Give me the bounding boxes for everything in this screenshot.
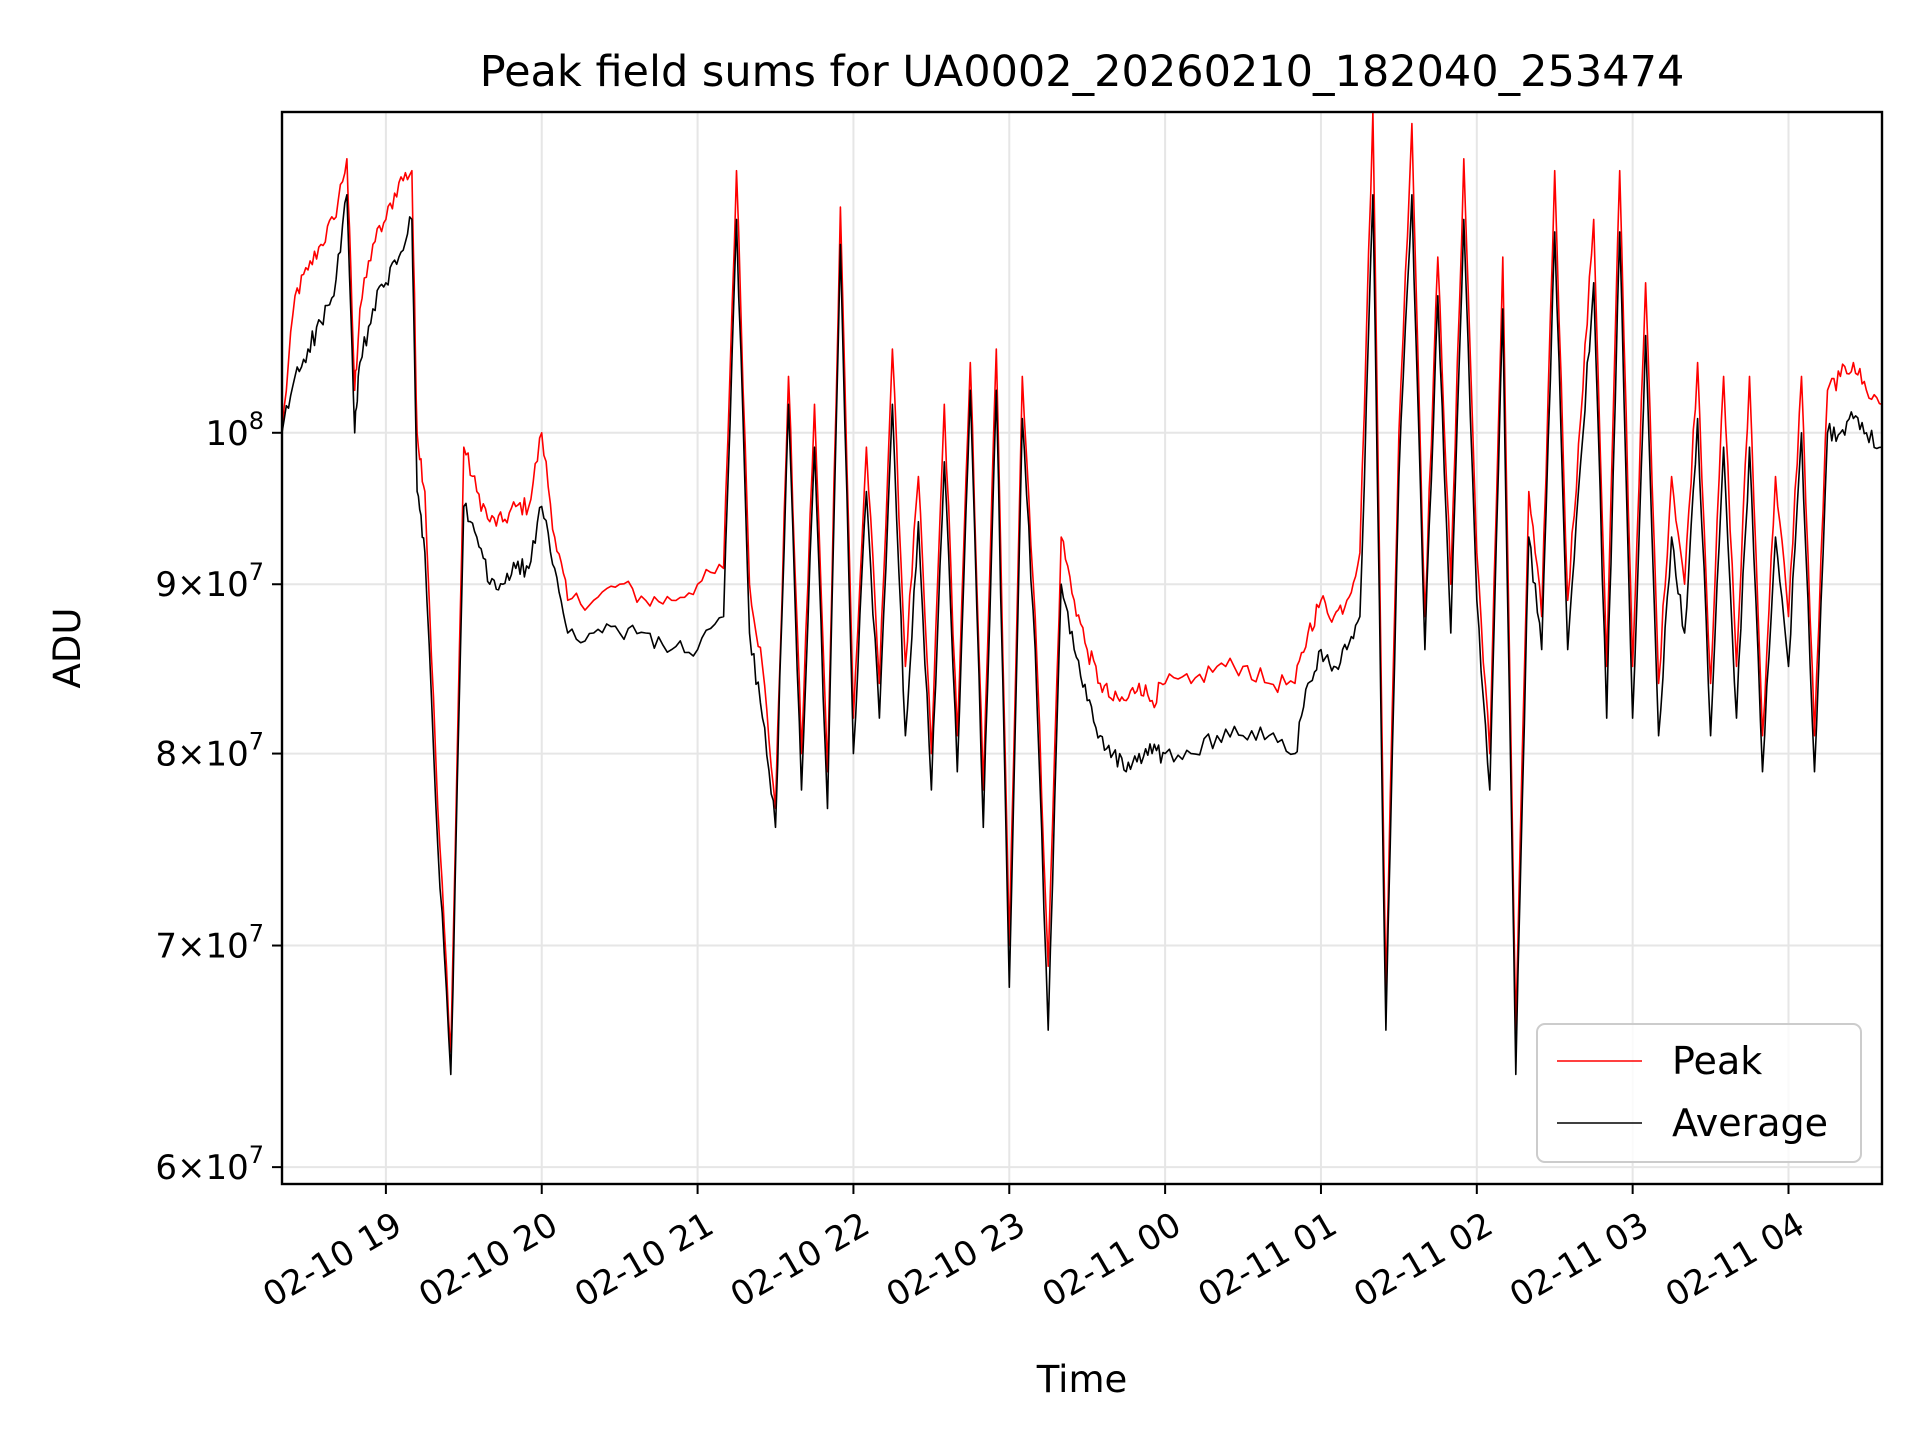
legend-label-average: Average [1672,1101,1828,1145]
y-tick-label: 7×107 [155,920,264,967]
grid [282,112,1882,1184]
legend-label-peak: Peak [1672,1039,1762,1083]
series-line-average [282,194,1882,1076]
plot-frame [280,110,1884,1186]
legend-box [1536,1023,1862,1163]
y-tick-label: 108 [205,407,264,454]
chart-title: Peak field sums for UA0002_20260210_1820… [480,47,1685,97]
series-lines [282,112,1882,1076]
series-line-peak [282,112,1882,1053]
y-tick-label: 6×107 [155,1141,264,1188]
y-axis-title: ADU [46,608,89,689]
y-axis: 6×107 7×107 8×107 9×107 108 [155,407,282,1188]
y-tick-label: 9×107 [155,558,264,605]
y-tick-label: 8×107 [155,728,264,775]
legend: Peak Average [1536,1023,1862,1163]
x-axis-title: Time [1036,1358,1128,1401]
